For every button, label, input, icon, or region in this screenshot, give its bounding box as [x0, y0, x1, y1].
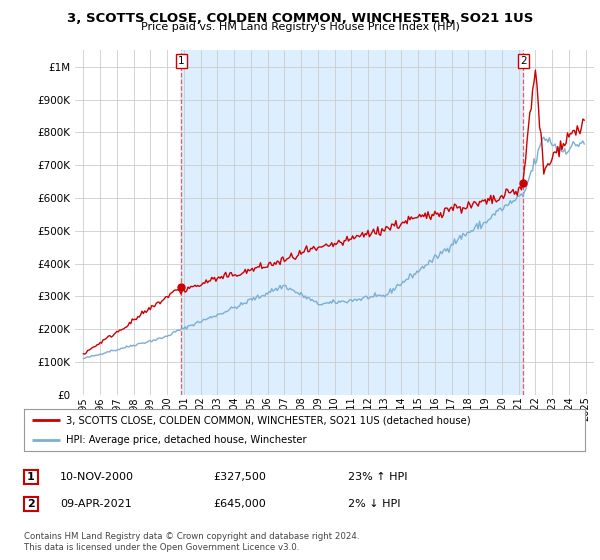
Text: 3, SCOTTS CLOSE, COLDEN COMMON, WINCHESTER, SO21 1US: 3, SCOTTS CLOSE, COLDEN COMMON, WINCHEST…	[67, 12, 533, 25]
Text: 2: 2	[27, 499, 35, 509]
Text: £645,000: £645,000	[213, 499, 266, 509]
Text: 1: 1	[27, 472, 35, 482]
Bar	[181, 50, 523, 395]
Text: 10-NOV-2000: 10-NOV-2000	[60, 472, 134, 482]
Text: 1: 1	[178, 56, 185, 66]
Text: 23% ↑ HPI: 23% ↑ HPI	[348, 472, 407, 482]
Text: Contains HM Land Registry data © Crown copyright and database right 2024.
This d: Contains HM Land Registry data © Crown c…	[24, 533, 359, 552]
Text: 09-APR-2021: 09-APR-2021	[60, 499, 132, 509]
Text: 2: 2	[520, 56, 526, 66]
Text: £327,500: £327,500	[213, 472, 266, 482]
Text: HPI: Average price, detached house, Winchester: HPI: Average price, detached house, Winc…	[66, 435, 307, 445]
Text: 2% ↓ HPI: 2% ↓ HPI	[348, 499, 401, 509]
Text: 3, SCOTTS CLOSE, COLDEN COMMON, WINCHESTER, SO21 1US (detached house): 3, SCOTTS CLOSE, COLDEN COMMON, WINCHEST…	[66, 415, 471, 425]
Text: Price paid vs. HM Land Registry's House Price Index (HPI): Price paid vs. HM Land Registry's House …	[140, 22, 460, 32]
